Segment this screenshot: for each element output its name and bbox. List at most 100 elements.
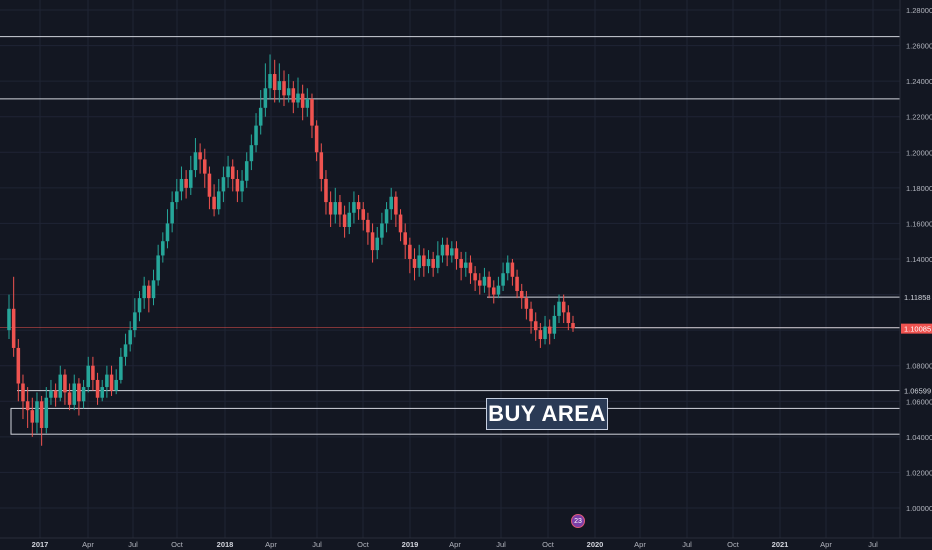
candle-body: [268, 74, 272, 89]
price-tag-label: 1.10085: [904, 325, 931, 334]
economic-event-icon[interactable]: 23: [571, 514, 585, 528]
price-axis[interactable]: 1.28000 1.26000 1.24000 1.22000 1.20000 1.180…: [906, 6, 932, 513]
candle-body: [464, 262, 468, 268]
candle-body: [128, 330, 132, 345]
candle-body: [21, 383, 25, 402]
horizontal-levels[interactable]: [0, 36, 900, 392]
candlestick-series: [7, 54, 575, 446]
candle-body: [552, 315, 557, 334]
price-tick-label: 1.22000: [906, 113, 932, 122]
candle-body: [454, 248, 459, 259]
candle-body: [361, 209, 366, 220]
time-tick-label: Oct: [171, 540, 184, 549]
candle-body: [67, 392, 72, 405]
candle-body: [384, 209, 389, 224]
candle-body: [445, 244, 449, 256]
candle-body: [524, 298, 529, 309]
candle-body: [305, 98, 310, 108]
candle-body: [263, 88, 268, 108]
candle-body: [86, 365, 91, 388]
candle-body: [286, 88, 291, 96]
price-tick-label: 1.04000: [906, 433, 932, 442]
candle-body: [202, 159, 207, 174]
candle-body: [571, 323, 575, 329]
candle-body: [35, 401, 39, 423]
price-tick-label: 1.08000: [906, 362, 932, 371]
candle-body: [314, 125, 319, 153]
candle-body: [561, 301, 566, 313]
candle-body: [347, 212, 352, 227]
candle-body: [366, 219, 370, 233]
candle-body: [496, 285, 501, 295]
time-tick-label: Jul: [312, 540, 322, 549]
candle-body: [342, 214, 347, 227]
candle-body: [403, 232, 407, 245]
price-tick-label: 1.28000: [906, 6, 932, 15]
candle-body: [389, 196, 393, 210]
candle-body: [63, 374, 67, 393]
candle-body: [212, 196, 216, 210]
candle-body: [473, 273, 477, 281]
candle-body: [566, 312, 571, 324]
time-tick-label: 2020: [587, 540, 604, 549]
time-tick-label: Oct: [727, 540, 740, 549]
time-tick-label: Oct: [357, 540, 370, 549]
candle-body: [119, 356, 123, 380]
candle-body: [240, 180, 244, 192]
candle-body: [412, 259, 417, 268]
candle-body: [147, 285, 151, 299]
candle-body: [184, 178, 188, 188]
candle-body: [380, 223, 384, 238]
candle-body: [547, 326, 552, 334]
candle-body: [25, 401, 30, 411]
candle-body: [319, 152, 324, 179]
price-tick-label: 1.26000: [906, 42, 932, 51]
candle-body: [352, 202, 356, 213]
time-tick-label: Apr: [265, 540, 277, 549]
time-tick-label: 2019: [402, 540, 419, 549]
candle-body: [142, 285, 146, 299]
candle-body: [258, 107, 263, 126]
time-tick-label: Apr: [820, 540, 832, 549]
candle-body: [501, 273, 505, 286]
candle-body: [431, 259, 435, 268]
candle-body: [230, 166, 235, 179]
candle-body: [291, 88, 296, 103]
candle-body: [91, 365, 95, 380]
candle-body: [77, 383, 81, 402]
candle-body: [151, 280, 156, 299]
candle-body: [16, 347, 21, 384]
price-tick-label: 1.14000: [906, 255, 932, 264]
price-tick-label: 1.02000: [906, 468, 932, 477]
time-axis[interactable]: 2017 Apr Jul Oct 2018 Apr Jul Oct 2019 Apr Jul Oct 2…: [32, 540, 878, 549]
candle-body: [324, 178, 328, 203]
time-tick-label: Jul: [128, 540, 138, 549]
candle-body: [557, 301, 561, 316]
candle-body: [398, 214, 403, 233]
candle-body: [282, 81, 286, 96]
price-tick-label: 1.06000: [906, 397, 932, 406]
candle-body: [375, 237, 380, 251]
candle-body: [356, 202, 361, 210]
candle-body: [510, 262, 515, 277]
candle-body: [49, 390, 53, 398]
candle-body: [30, 410, 35, 423]
time-tick-label: Apr: [449, 540, 461, 549]
time-tick-label: Apr: [82, 540, 94, 549]
candle-body: [95, 379, 100, 398]
candle-body: [426, 259, 431, 267]
price-tick-label: 1.24000: [906, 77, 932, 86]
candle-body: [156, 255, 160, 281]
candle-body: [221, 177, 226, 192]
buy-area-label: BUY AREA: [486, 398, 608, 430]
price-tick-label: 1.20000: [906, 148, 932, 157]
candle-body: [515, 276, 519, 292]
candle-body: [249, 145, 254, 162]
time-tick-label: 2018: [217, 540, 234, 549]
candle-body: [226, 166, 230, 178]
candle-body: [244, 161, 249, 181]
candle-body: [137, 298, 142, 313]
time-tick-label: Oct: [542, 540, 555, 549]
candle-body: [189, 170, 193, 188]
